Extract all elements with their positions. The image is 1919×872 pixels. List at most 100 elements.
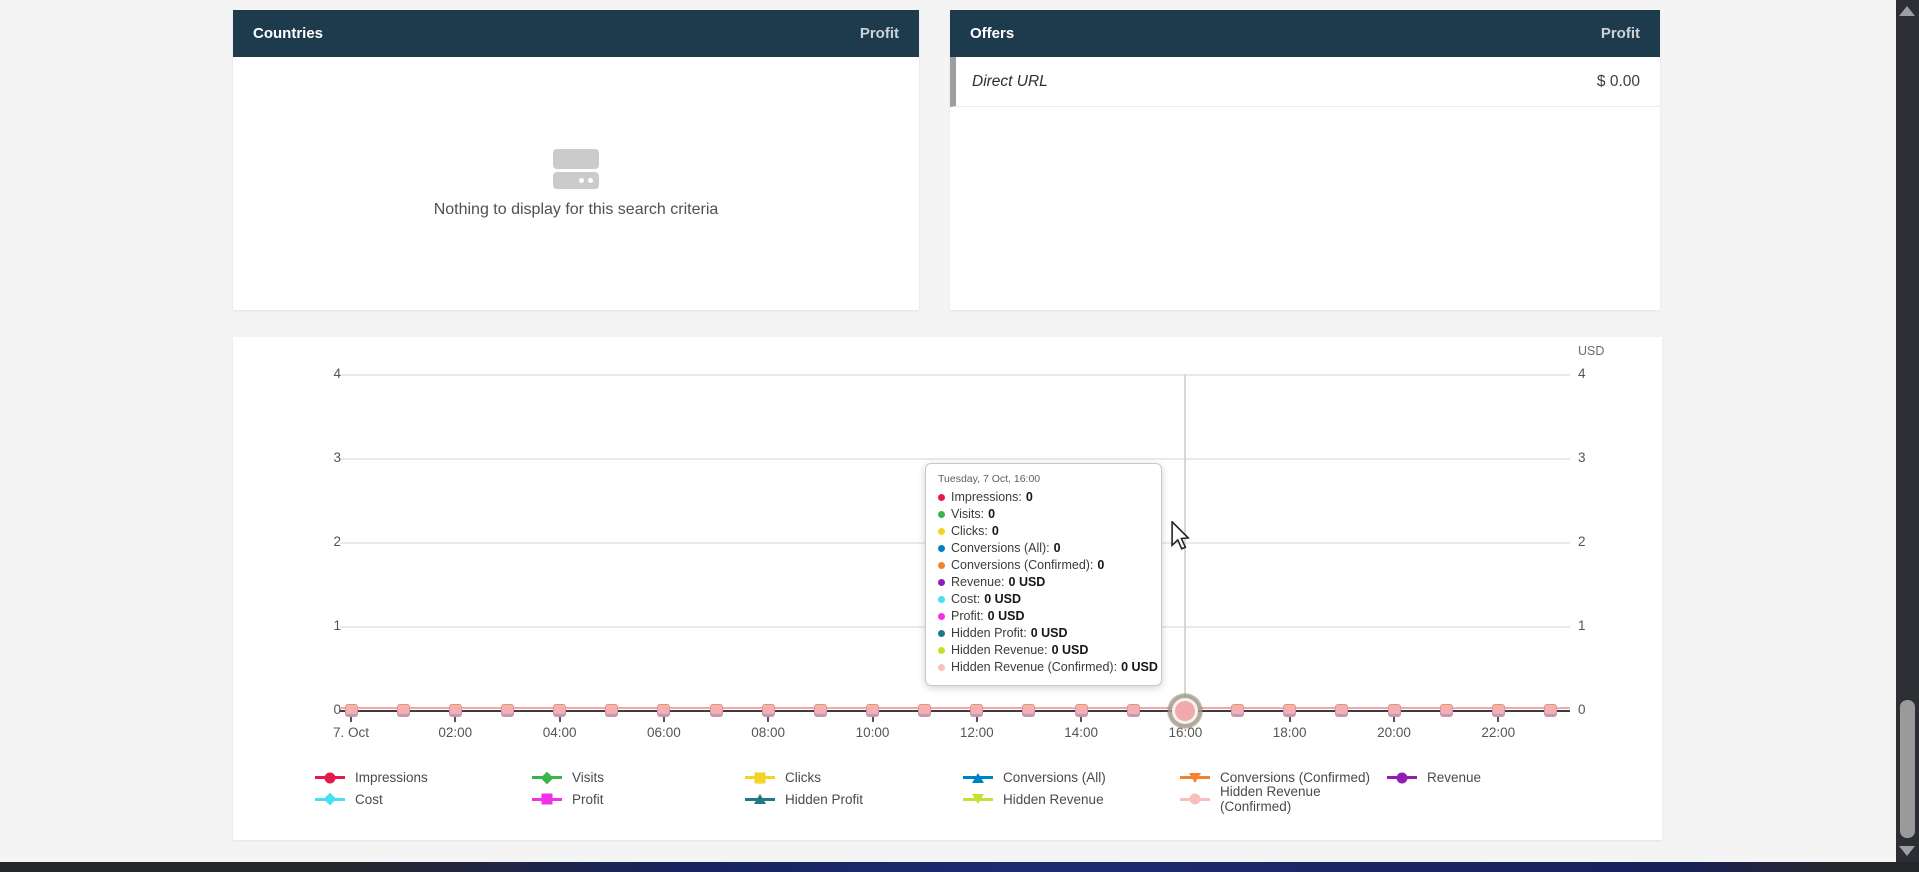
countries-title: Countries: [253, 25, 324, 42]
data-point-marker[interactable]: [970, 704, 984, 717]
scrollbar-thumb[interactable]: [1900, 700, 1915, 838]
legend-item-cost[interactable]: Cost: [315, 789, 532, 811]
data-point-marker[interactable]: [1074, 704, 1088, 717]
data-point-marker[interactable]: [500, 704, 514, 717]
data-point-marker[interactable]: [1335, 704, 1349, 717]
legend-item-visits[interactable]: Visits: [532, 767, 745, 789]
countries-panel-header: Countries Profit: [233, 10, 919, 57]
tooltip-item-label: Profit:: [951, 609, 984, 623]
data-point-marker[interactable]: [344, 704, 358, 717]
no-data-icon: [553, 148, 599, 189]
series-color-bullet: [938, 613, 945, 620]
chart-tooltip: Tuesday, 7 Oct, 16:00 Impressions: 0 Visi…: [925, 463, 1162, 686]
countries-panel: Countries Profit Nothing to display for …: [233, 10, 919, 310]
table-row[interactable]: Direct URL $ 0.00: [950, 57, 1660, 107]
y-tick-label-left: 1: [333, 618, 341, 633]
vertical-scrollbar[interactable]: [1896, 0, 1919, 862]
x-tick-mark: [454, 715, 457, 722]
x-tick-label: 02:00: [438, 725, 473, 740]
legend-item-profit[interactable]: Profit: [532, 789, 745, 811]
scroll-down-arrow-icon[interactable]: [1899, 846, 1915, 856]
y-tick-label-left: 0: [333, 702, 341, 717]
x-axis-line: [340, 710, 1570, 712]
legend-label: Hidden Revenue (Confirmed): [1220, 784, 1321, 815]
data-point-marker[interactable]: [657, 704, 671, 717]
x-tick-mark: [1288, 715, 1291, 722]
tooltip-item: Cost: 0 USD: [938, 591, 1149, 608]
tooltip-item-value: 0 USD: [984, 592, 1022, 606]
tooltip-item-label: Visits:: [951, 507, 985, 521]
tooltip-item-label: Conversions (All):: [951, 541, 1050, 555]
legend-label: Clicks: [785, 770, 821, 786]
legend-item-impressions[interactable]: Impressions: [315, 767, 532, 789]
x-tick-label: 12:00: [959, 725, 994, 740]
data-point-marker[interactable]: [1387, 704, 1401, 717]
tooltip-item: Hidden Revenue: 0 USD: [938, 642, 1149, 659]
y-tick-label-right: 3: [1578, 450, 1586, 465]
tooltip-item-value: 0: [1097, 558, 1105, 572]
y-tick-label-left: 2: [333, 534, 341, 549]
legend-label: Impressions: [355, 770, 428, 786]
x-tick-mark: [1393, 715, 1395, 722]
legend-marker-icon: [315, 792, 345, 806]
legend-item-hidden-revenue-confirmed-[interactable]: Hidden Revenue (Confirmed): [1180, 784, 1387, 814]
data-point-marker[interactable]: [761, 704, 775, 717]
data-point-marker[interactable]: [866, 704, 879, 717]
legend-item-clicks[interactable]: Clicks: [745, 767, 963, 789]
timeseries-chart[interactable]: USD 4 3 2 1 0 4 3 2 1 0 7. Oct 02:00 04:00 06:00 08:…: [233, 337, 1662, 840]
y-axis-unit-label: USD: [1578, 344, 1605, 358]
x-tick-label: 08:00: [751, 725, 786, 740]
data-point-marker[interactable]: [396, 704, 410, 717]
offers-panel-header: Offers Profit: [950, 10, 1660, 57]
data-point-marker[interactable]: [1022, 704, 1036, 717]
data-point-marker[interactable]: [1439, 704, 1453, 717]
series-color-bullet: [938, 562, 945, 569]
legend-marker-icon: [745, 793, 775, 806]
tooltip-item-value: 0 USD: [1121, 660, 1158, 674]
data-point-marker[interactable]: [448, 704, 462, 717]
chart-panel: USD 4 3 2 1 0 4 3 2 1 0 7. Oct 02:00 04:00 06:00 08:…: [233, 337, 1662, 840]
legend-label: Conversions (All): [1003, 770, 1106, 786]
countries-empty-state: Nothing to display for this search crite…: [233, 57, 919, 310]
data-point-marker[interactable]: [1126, 704, 1140, 717]
offers-panel: Offers Profit Direct URL $ 0.00: [950, 10, 1660, 310]
data-point-marker[interactable]: [1231, 704, 1245, 717]
taskbar-edge: [0, 862, 1919, 872]
data-point-marker[interactable]: [918, 704, 932, 717]
legend-item-hidden-revenue[interactable]: Hidden Revenue: [963, 789, 1180, 811]
legend-item-conversions-all-[interactable]: Conversions (All): [963, 767, 1180, 789]
data-point-marker[interactable]: [1543, 704, 1557, 717]
legend-label: Profit: [572, 791, 604, 807]
countries-profit-column-header[interactable]: Profit: [859, 25, 899, 42]
hovered-data-point[interactable]: [1175, 701, 1195, 721]
data-point-marker[interactable]: [1491, 704, 1505, 717]
tooltip-item-value: 0 USD: [1051, 643, 1089, 657]
legend-item-hidden-profit[interactable]: Hidden Profit: [745, 789, 963, 811]
data-point-marker[interactable]: [813, 704, 827, 717]
data-point-marker[interactable]: [553, 704, 567, 717]
x-tick-mark: [350, 715, 352, 722]
y-tick-label-right: 1: [1578, 618, 1586, 633]
data-point-marker[interactable]: [1283, 704, 1297, 717]
empty-state-message: Nothing to display for this search crite…: [433, 200, 719, 218]
hover-crosshair-line: [1184, 374, 1186, 710]
x-tick-label: 20:00: [1377, 725, 1411, 740]
legend-marker-icon: [532, 793, 562, 806]
legend-item-conversions-confirmed-[interactable]: Conversions (Confirmed): [1180, 767, 1387, 789]
scroll-up-arrow-icon[interactable]: [1899, 6, 1915, 16]
legend-item-revenue[interactable]: Revenue: [1387, 767, 1481, 789]
legend-label: Conversions (Confirmed): [1220, 770, 1371, 786]
offers-profit-column-header[interactable]: Profit: [1600, 25, 1640, 42]
x-tick-label: 10:00: [855, 725, 890, 740]
zero-value-series-line: [340, 707, 1570, 709]
tooltip-items: Impressions: 0 Visits: 0 Clicks: 0 Conversi…: [938, 489, 1158, 676]
x-tick-label: 7. Oct: [332, 725, 369, 740]
legend-marker-icon: [963, 771, 993, 784]
series-color-bullet: [938, 647, 945, 654]
data-point-marker[interactable]: [709, 704, 723, 717]
legend-marker-icon: [745, 771, 775, 784]
tooltip-item: Hidden Profit: 0 USD: [938, 625, 1149, 642]
data-point-marker[interactable]: [605, 704, 619, 717]
legend-label: Hidden Profit: [785, 791, 864, 807]
x-tick-mark: [871, 715, 874, 722]
